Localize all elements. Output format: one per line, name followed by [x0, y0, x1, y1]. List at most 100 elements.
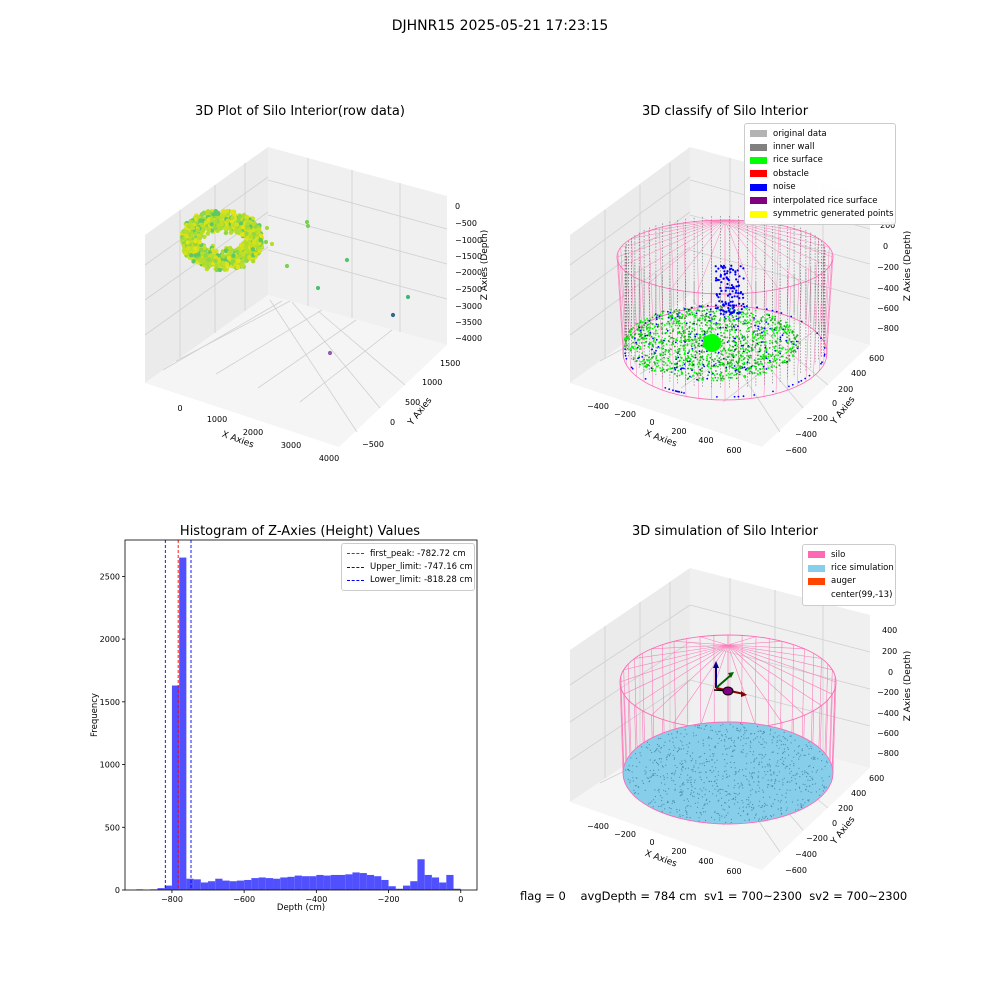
rice-simulation-point	[753, 761, 755, 763]
sim-legend-label: center(99,-13)	[831, 589, 893, 600]
rice-surface-point	[660, 326, 663, 328]
rice-surface-point	[654, 332, 657, 335]
rice-surface-point	[639, 334, 642, 337]
rice-simulation-point	[645, 746, 647, 748]
noise-point	[724, 301, 727, 304]
rice-simulation-point	[676, 751, 678, 753]
rice-surface-point	[735, 360, 738, 363]
raw-outlier-point	[344, 257, 350, 263]
rice-simulation-point	[693, 791, 695, 793]
silo-wire-line	[791, 644, 794, 733]
raw-data-point	[206, 228, 212, 233]
rice-surface-point	[757, 363, 760, 366]
rice-surface-point	[734, 348, 736, 351]
rice-simulation-point	[746, 737, 748, 739]
rice-simulation-point	[800, 805, 802, 807]
rice-surface-point	[661, 318, 664, 321]
rice-simulation-point	[716, 812, 718, 815]
rice-surface-point	[782, 361, 784, 364]
rice-simulation-point	[649, 802, 651, 804]
rice-simulation-point	[686, 805, 688, 807]
rice-surface-point	[742, 350, 745, 353]
rice-surface-point	[778, 350, 781, 352]
rice-simulation-point	[740, 782, 742, 784]
rice-simulation-point	[711, 738, 713, 740]
rice-surface-point	[733, 374, 736, 377]
rice-surface-point	[750, 356, 752, 359]
rice-surface-point	[792, 334, 795, 336]
rice-simulation-point	[722, 775, 724, 777]
rice-simulation-point	[789, 768, 791, 770]
rice-simulation-point	[670, 777, 672, 779]
sim-3d-axes-box	[569, 568, 871, 870]
rice-surface-point	[767, 322, 770, 325]
rice-surface-point	[691, 349, 694, 352]
rice-simulation-point	[661, 765, 664, 767]
rice-simulation-point	[686, 798, 688, 800]
rice-simulation-point	[726, 753, 728, 755]
rice-simulation-point	[674, 764, 676, 767]
rice-simulation-point	[671, 733, 673, 735]
noise-point	[740, 308, 743, 311]
rice-surface-point	[727, 356, 730, 358]
rice-surface-point	[740, 367, 743, 370]
rice-surface-point	[709, 308, 712, 311]
rice-surface-point	[663, 324, 666, 326]
rice-simulation-point	[789, 789, 791, 791]
rice-simulation-point	[758, 771, 760, 773]
rice-surface-point	[668, 335, 671, 338]
rice-surface-point	[670, 308, 672, 311]
rice-simulation-point	[658, 745, 660, 747]
rice-simulation-point	[822, 790, 824, 792]
rice-surface-point	[651, 348, 654, 351]
raw-outlier-point	[390, 312, 396, 318]
rice-surface-point	[756, 334, 759, 337]
rice-simulation-point	[704, 725, 706, 727]
rice-surface-point	[688, 330, 690, 333]
classify-legend-item: noise	[750, 181, 890, 194]
rice-surface-point	[793, 342, 796, 345]
rice-surface-point	[662, 347, 665, 350]
rice-simulation-point	[660, 782, 662, 784]
rice-surface-point	[707, 374, 709, 377]
rice-surface-point	[674, 363, 676, 366]
rice-simulation-point	[824, 787, 826, 789]
rice-surface-point	[700, 356, 703, 359]
rice-surface-point	[796, 334, 799, 337]
rice-surface-point	[690, 332, 692, 334]
rice-surface-point	[737, 319, 740, 322]
noise-point	[624, 352, 626, 355]
rice-simulation-point	[634, 792, 636, 795]
rice-surface-point	[733, 341, 736, 344]
rice-simulation-point	[789, 781, 791, 783]
rice-simulation-point	[741, 724, 743, 726]
rice-surface-point	[718, 323, 721, 326]
rice-simulation-point	[671, 800, 674, 802]
rice-simulation-point	[628, 765, 630, 767]
rice-surface-point	[720, 353, 723, 356]
rice-simulation-point	[672, 741, 674, 743]
rice-simulation-point	[630, 757, 632, 759]
rice-simulation-point	[711, 771, 713, 774]
rice-simulation-point	[688, 779, 690, 781]
rice-surface-point	[661, 312, 664, 315]
rice-surface-point	[707, 353, 709, 356]
rice-surface-point	[655, 323, 658, 326]
noise-point	[719, 275, 722, 278]
rice-simulation-point	[682, 783, 684, 785]
rice-simulation-point	[810, 757, 813, 759]
rice-surface-point	[693, 328, 696, 331]
rice-surface-point	[751, 316, 754, 319]
classify-legend-label: original data	[773, 128, 827, 139]
rice-surface-point	[675, 308, 678, 311]
rice-simulation-point	[767, 784, 769, 786]
rice-surface-point	[654, 341, 657, 344]
rice-surface-point	[735, 377, 738, 380]
rice-surface-point	[786, 336, 788, 339]
rice-surface-point	[676, 315, 679, 318]
rice-simulation-point	[746, 762, 748, 764]
sim-xtick-2: −200	[614, 830, 636, 839]
sim-legend-label: rice simulation	[831, 563, 894, 574]
rice-surface-point	[702, 378, 705, 381]
rice-simulation-point	[719, 819, 721, 821]
